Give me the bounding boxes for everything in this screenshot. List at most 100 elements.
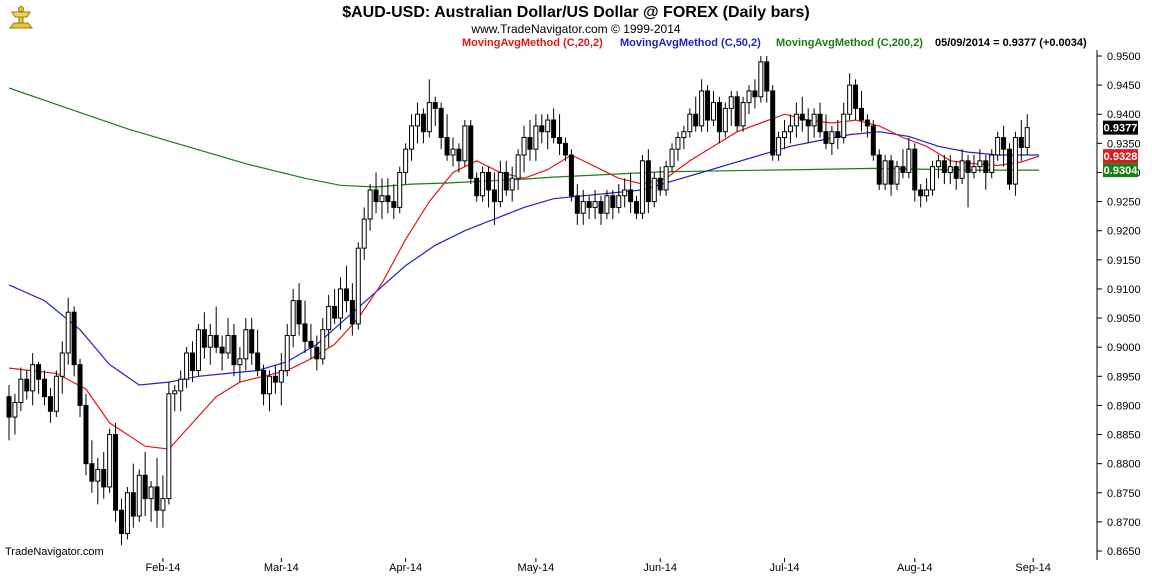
candle-body-up [497, 171, 503, 203]
candle [841, 102, 847, 144]
candle-body-down [598, 201, 604, 214]
candle-body-up [355, 247, 361, 325]
candle-body-up [935, 160, 941, 168]
candle [545, 114, 551, 150]
candle-layer [6, 56, 1030, 546]
y-tick-label: 0.9350 [1107, 138, 1141, 150]
candle-body-down [343, 288, 349, 302]
candle [953, 160, 959, 190]
candle [823, 114, 829, 150]
candle [947, 155, 953, 185]
candle-body-down [302, 323, 308, 342]
candle-body-down [870, 125, 876, 156]
candle [634, 195, 640, 220]
x-tick-label: Jun-14 [643, 562, 677, 574]
candle [83, 393, 89, 476]
candle-body-up [533, 125, 539, 150]
candle [521, 125, 527, 173]
candle-body-up [829, 131, 835, 144]
candle-body-up [515, 154, 521, 179]
candle [1024, 114, 1030, 155]
candle [687, 108, 693, 138]
candle [592, 189, 598, 220]
candle [710, 90, 716, 126]
candle-body-down [693, 113, 699, 127]
candle [474, 172, 480, 202]
candle [65, 297, 71, 365]
candle [326, 294, 332, 348]
candle-body-down [432, 102, 438, 109]
candle [758, 56, 764, 103]
candle [89, 440, 95, 493]
price-badges: 0.9377 0.9328 0.9304 [1103, 120, 1138, 178]
candle [249, 318, 255, 365]
candle-body-up [746, 90, 752, 104]
candle-body-up [758, 61, 764, 98]
candle-body-down [527, 137, 533, 150]
candle-body-up [1012, 137, 1018, 185]
candle-body-up [59, 352, 65, 377]
legend-ma50: MovingAvgMethod (C,50,2) [620, 37, 761, 49]
candle [515, 149, 521, 190]
candle-body-up [592, 201, 598, 208]
candle-body-up [722, 107, 728, 133]
candle-body-down [835, 131, 841, 139]
candle [853, 79, 859, 121]
candle-body-up [930, 166, 936, 191]
candle [604, 189, 610, 220]
x-tick-label: Aug-14 [897, 562, 932, 574]
candle [426, 79, 432, 138]
y-tick-label: 0.9400 [1107, 109, 1141, 121]
last-quote: 05/09/2014 = 0.9377 (+0.0034) [935, 37, 1087, 49]
candle-body-down [474, 177, 480, 197]
candle [722, 102, 728, 138]
candle [983, 155, 989, 190]
candle-body-up [995, 137, 1001, 156]
candle [118, 498, 124, 546]
candle-body-up [906, 148, 912, 173]
candle [533, 114, 539, 161]
candle [906, 137, 912, 179]
candle-body-up [409, 125, 415, 150]
candle-body-down [918, 189, 924, 197]
candle [77, 358, 83, 418]
ma200-value-badge: 0.9304 [1103, 163, 1138, 178]
candle-body-up [195, 329, 201, 371]
candle-body-up [148, 486, 154, 500]
candle-body-up [338, 288, 344, 319]
candle-body-up [166, 393, 172, 500]
candle [598, 195, 604, 225]
candle-body-up [414, 113, 420, 127]
candle [509, 166, 515, 202]
candle-body-down [716, 102, 722, 133]
candle-body-up [740, 102, 746, 127]
candle-body-down [657, 177, 663, 191]
candle-body-down [190, 352, 196, 371]
y-tick-label: 0.9000 [1107, 342, 1141, 354]
candle [462, 120, 468, 167]
y-tick-label: 0.8750 [1107, 488, 1141, 500]
y-axis: 0.95000.94500.94000.93500.93000.92500.92… [1097, 51, 1141, 558]
candle [568, 149, 574, 202]
candle [53, 370, 59, 418]
candle [438, 102, 444, 150]
candle-body-down [539, 125, 545, 133]
candle [278, 353, 284, 406]
candle-body-down [983, 160, 989, 173]
candle [385, 178, 391, 214]
candle-body-down [201, 329, 207, 348]
candle [450, 137, 456, 167]
candle-body-down [142, 474, 148, 500]
candle [302, 300, 308, 353]
x-tick-label: Mar-14 [264, 562, 299, 574]
candle-body-down [1001, 137, 1007, 150]
candle-body-up [278, 369, 284, 383]
candle-body-down [486, 171, 492, 191]
candle [420, 108, 426, 144]
candle [349, 283, 355, 336]
candle [338, 277, 344, 330]
candle-body-down [645, 160, 651, 203]
candle-body-up [681, 131, 687, 139]
candle [610, 189, 616, 220]
